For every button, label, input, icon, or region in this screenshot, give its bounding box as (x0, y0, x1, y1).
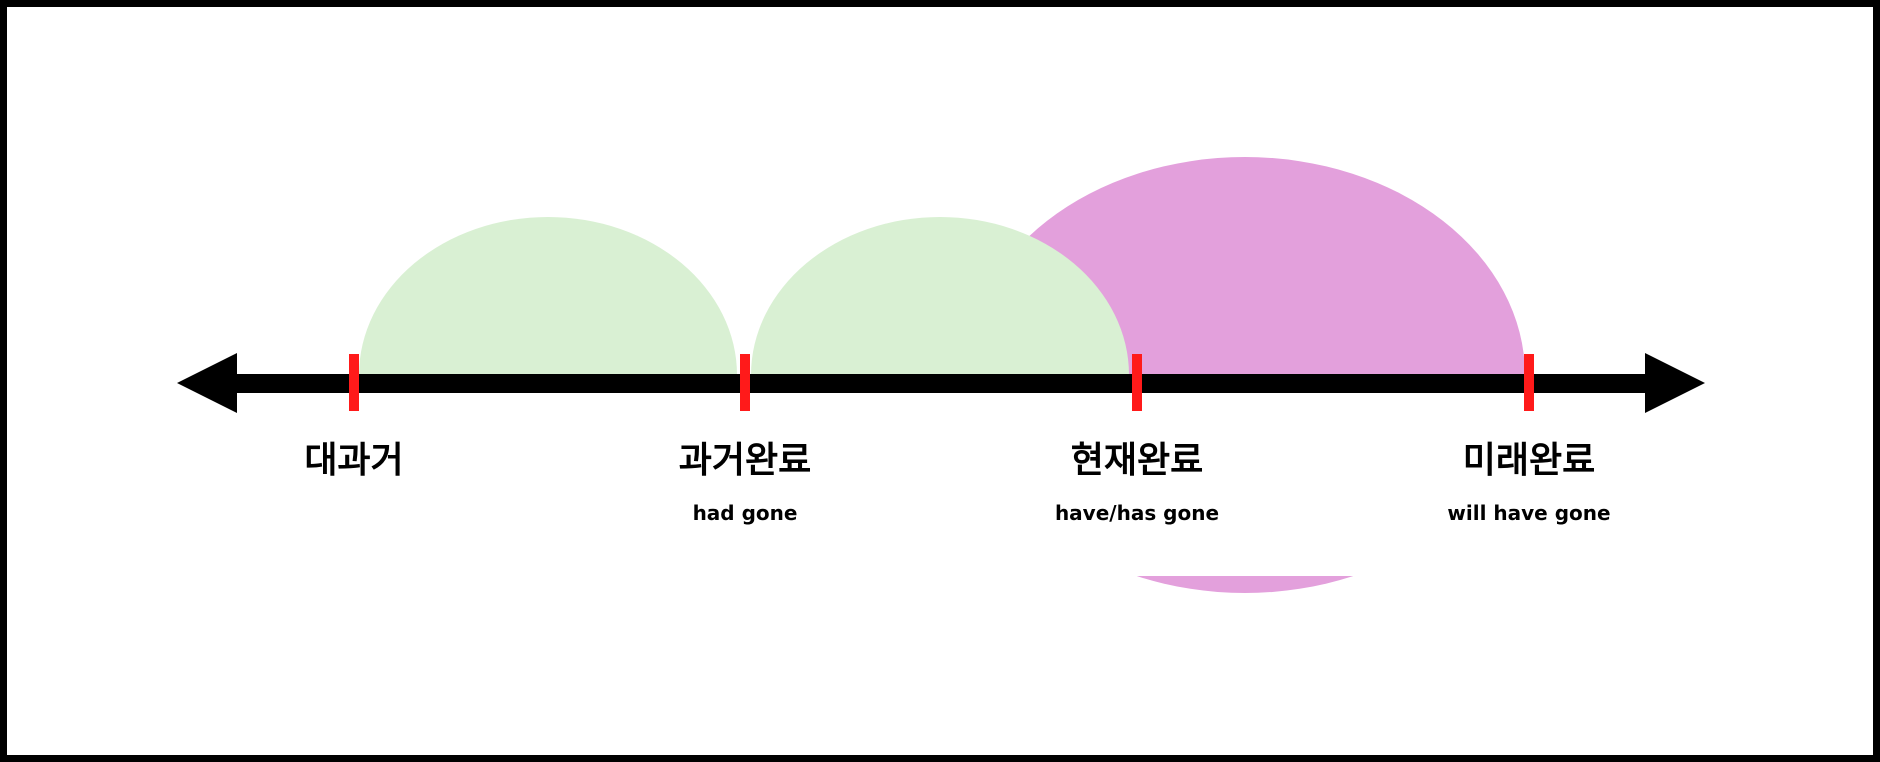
time-tick (740, 354, 750, 411)
tense-label-korean: 과거완료 (679, 440, 811, 481)
time-tick (1524, 354, 1534, 411)
tense-label-korean: 미래완료 (1463, 440, 1595, 481)
tense-label-english: will have gone (1447, 501, 1610, 525)
tense-label-english: have/has gone (1055, 501, 1219, 525)
time-tick (349, 354, 359, 411)
tense-label-korean: 현재완료 (1071, 440, 1203, 481)
timeline-axis (230, 374, 1655, 393)
time-tick (1132, 354, 1142, 411)
arrow-right-icon (1645, 353, 1705, 413)
tense-label-english: had gone (693, 501, 798, 525)
arrow-left-icon (177, 353, 237, 413)
tense-label-korean: 대과거 (304, 440, 403, 481)
